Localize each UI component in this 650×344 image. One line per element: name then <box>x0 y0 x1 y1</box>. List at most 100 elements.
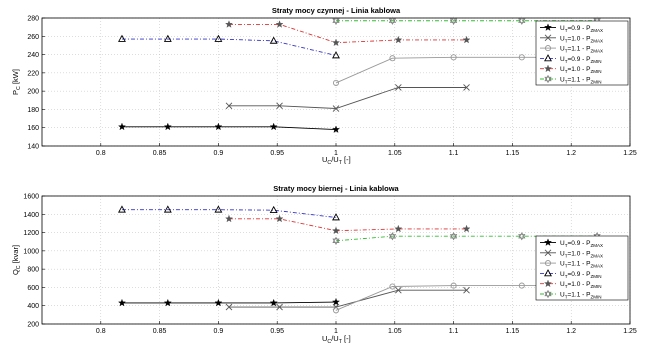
data-point <box>332 297 340 306</box>
data-point <box>163 34 172 42</box>
y-tick-label: 1400 <box>23 212 39 219</box>
data-point <box>388 16 397 25</box>
legend-marker <box>544 45 552 52</box>
data-point <box>332 105 340 112</box>
legend: UT=0.9 - PZMAX UT=1.0 - PZMAX UT=1.1 - PZM… <box>535 235 629 301</box>
data-point <box>332 236 340 245</box>
legend-label: UT=0.9 - PZMAX <box>560 240 603 248</box>
x-tick-label: 1.15 <box>506 150 520 157</box>
data-point <box>395 84 402 91</box>
y-tick-label: 280 <box>27 16 39 23</box>
series-line <box>335 235 598 242</box>
x-tick-label: 1.2 <box>566 150 576 157</box>
reactive-power-loss-chart: 0.8 0.85 0.9 0.95 1 1.05 1.1 1.15 1.2 1.25 200 400 6… <box>11 184 637 344</box>
data-point <box>269 298 278 307</box>
legend-marker <box>544 289 552 299</box>
legend-marker <box>544 74 552 84</box>
data-point <box>388 232 397 241</box>
x-tick-label: 1.15 <box>506 328 520 335</box>
legend-box <box>535 235 629 301</box>
data-point <box>332 79 340 86</box>
x-tick-label: 1.05 <box>388 328 402 335</box>
x-tick-label: 1.1 <box>449 328 459 335</box>
legend-marker <box>544 64 552 73</box>
x-tick-label: 0.9 <box>214 150 224 157</box>
series-4 <box>118 34 340 59</box>
x-tick-label: 0.9 <box>214 328 224 335</box>
data-point <box>518 16 526 25</box>
data-point <box>450 282 457 289</box>
series-line <box>121 38 337 56</box>
data-point <box>394 224 403 233</box>
y-axis-label: QC [kvar] <box>11 245 22 275</box>
legend-marker <box>544 54 552 62</box>
data-point <box>449 16 458 25</box>
data-point <box>332 51 340 59</box>
x-tick-label: 1.2 <box>566 328 576 335</box>
data-point <box>389 283 396 290</box>
legend-label: UT=1.0 - PZMAX <box>560 250 603 258</box>
legend-marker <box>544 23 552 31</box>
x-tick-label: 0.85 <box>153 328 167 335</box>
legend-label: UT=0.9 - PZMIN <box>560 271 602 279</box>
legend-marker <box>544 34 552 42</box>
data-point <box>225 20 233 28</box>
data-point <box>449 232 458 241</box>
data-point <box>462 224 471 233</box>
chart-title: Straty mocy biernej - Linia kablowa <box>273 184 399 193</box>
series-2 <box>225 286 470 311</box>
legend-label: UT=0.9 - PZMIN <box>560 56 602 64</box>
data-point <box>269 36 278 44</box>
y-tick-label: 200 <box>27 322 39 329</box>
data-point <box>463 286 470 294</box>
legend-marker <box>544 269 552 277</box>
y-tick-label: 1000 <box>23 248 39 255</box>
data-point <box>395 286 402 294</box>
data-point <box>163 298 172 307</box>
x-tick-label: 1.25 <box>623 150 637 157</box>
x-tick-label: 1 <box>334 150 338 157</box>
series-5 <box>225 214 471 235</box>
legend-marker <box>544 279 552 288</box>
data-point <box>225 303 233 311</box>
y-tick-label: 1200 <box>23 230 39 237</box>
series-1 <box>117 122 340 133</box>
data-point <box>269 205 278 214</box>
data-point <box>462 35 471 44</box>
data-point <box>269 122 278 131</box>
data-point <box>394 35 403 44</box>
data-point <box>463 84 470 91</box>
data-point <box>117 122 126 131</box>
chart-title: Straty mocy czynnej - Linia kablowa <box>272 6 401 15</box>
x-tick-label: 0.85 <box>153 150 167 157</box>
data-point <box>214 298 223 307</box>
x-tick-label: 1.1 <box>449 150 459 157</box>
series-1 <box>117 297 340 307</box>
legend-label: UT=1.1 - PZMIN <box>560 292 602 300</box>
x-tick-label: 0.95 <box>270 150 284 157</box>
legend-marker <box>544 249 552 257</box>
data-point <box>332 125 340 133</box>
active-power-loss-chart: 0.8 0.85 0.9 0.95 1 1.05 1.1 1.15 1.2 1.25 140 160 1… <box>11 6 637 166</box>
x-tick-label: 0.95 <box>270 328 284 335</box>
legend-label: UT=0.9 - PZMAX <box>560 25 603 33</box>
y-tick-label: 140 <box>27 144 39 151</box>
data-point <box>163 122 172 131</box>
data-point <box>332 307 340 314</box>
data-point <box>332 38 340 47</box>
data-point <box>389 55 396 62</box>
x-tick-label: 0.8 <box>96 150 106 157</box>
y-tick-label: 1600 <box>23 194 39 201</box>
data-point <box>518 282 525 289</box>
x-tick-label: 1.05 <box>388 150 402 157</box>
legend: UT=0.9 - PZMAX UT=1.0 - PZMAX UT=1.1 - PZM… <box>535 20 629 86</box>
data-point <box>225 102 233 110</box>
data-point <box>518 54 525 61</box>
data-point <box>214 34 223 42</box>
data-point <box>163 205 172 213</box>
series-4 <box>118 205 340 221</box>
data-point <box>214 122 223 131</box>
legend-label: UT=1.0 - PZMIN <box>560 281 602 289</box>
legend-label: UT=1.0 - PZMIN <box>560 66 602 74</box>
